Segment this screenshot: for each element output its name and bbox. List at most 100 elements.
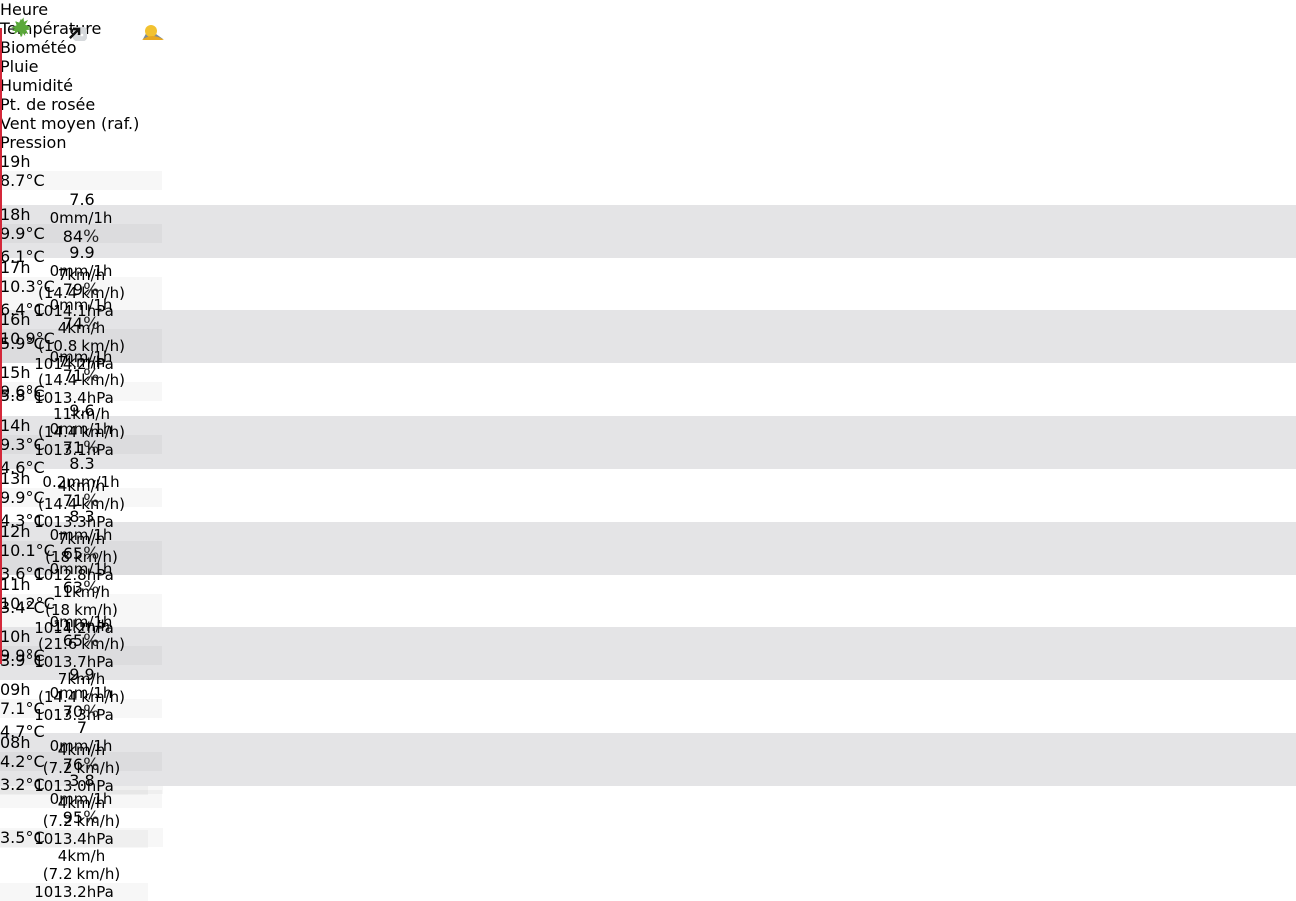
cell: 9.9°C — [0, 224, 162, 243]
wind-gust: (14.4 km/h) — [0, 371, 163, 389]
unit: % — [83, 577, 100, 598]
value: 0 — [49, 261, 60, 280]
value: 8.7 — [0, 171, 26, 190]
paren: ( — [38, 284, 44, 302]
value: 18 — [51, 548, 71, 567]
paren: ) — [114, 812, 121, 831]
wind-speed: 4km/h — [0, 847, 163, 865]
hour: 12h — [0, 521, 31, 541]
paren: ) — [119, 423, 125, 442]
cell: 7.6 — [0, 190, 164, 209]
unit: % — [83, 227, 100, 247]
unit: mm/1h — [59, 612, 113, 631]
rain: 0mm/1h — [0, 526, 162, 544]
value: 10.3 — [0, 276, 36, 296]
unit: % — [83, 491, 100, 512]
cell: 15h — [0, 363, 172, 382]
unit: °C — [35, 593, 55, 613]
unit: mm/1h — [59, 209, 113, 227]
pressure: 1012.8hPa — [0, 566, 148, 584]
dew-point: 3.6°C — [0, 564, 163, 583]
wind-gust: (14.4 km/h) — [0, 284, 163, 302]
humidity: 71% — [0, 438, 162, 458]
value: 4.2 — [0, 752, 26, 772]
table-row: 19h 8.7°C 7.6 0mm/1h 84% 6.1°C 7km/h (14.4 km/h)… — [0, 19, 1296, 320]
biometeo: 9.6 — [69, 401, 95, 421]
cell: 1014.2hPa — [0, 27, 148, 637]
cell: 10.3°C — [0, 277, 162, 296]
table-row: 14h 9.3°C 8.3 0.2mm/1h 71% 4.3°C 7km/h (18 km/h)… — [0, 19, 1296, 584]
rain: 0mm/1h — [0, 560, 162, 578]
unit: °C — [25, 828, 45, 848]
unit: km/h — [72, 582, 110, 601]
unit: mm/1h — [59, 261, 113, 280]
cell: 9.3°C — [0, 435, 162, 454]
unit: °C — [25, 752, 45, 772]
cell: 4km/h (7.2 km/h) — [0, 20, 163, 883]
value: 4.6 — [0, 458, 26, 478]
table-row: 15h 9.6°C 9.6 0mm/1h 71% 4.6°C 4km/h (14.4 km/h)… — [0, 21, 1296, 531]
humidity: 95% — [0, 808, 162, 828]
value: 5.8 — [0, 386, 26, 406]
value: 65 — [62, 630, 84, 650]
paren: ( — [45, 600, 52, 619]
rain: 0mm/1h — [0, 209, 162, 227]
unit: °C — [25, 299, 45, 319]
cell: 0mm/1h — [0, 262, 162, 280]
cell: 0mm/1h — [0, 613, 162, 631]
column-header: Heure — [0, 0, 49, 19]
column-header: Pression — [0, 133, 67, 152]
unit: km/h — [67, 352, 106, 371]
unit: °C — [25, 646, 45, 666]
dew-point: 6.4°C — [0, 300, 163, 319]
value: 9.9 — [0, 487, 26, 507]
cell: 17h — [0, 258, 172, 277]
value: 14.4 — [43, 495, 78, 514]
cell: 79% — [0, 280, 162, 300]
cell: 9.9°C — [0, 488, 162, 507]
temperature: 9.3°C — [0, 435, 162, 454]
cell: 7km/h (14.4 km/h) — [0, 19, 163, 302]
cell: 65% — [0, 631, 162, 651]
value: 4 — [57, 847, 68, 866]
cell: 16h — [0, 310, 172, 329]
unit: hPa — [86, 883, 114, 901]
value: 65 — [62, 543, 84, 563]
cell: 71% — [0, 366, 162, 386]
pressure: 1013.1hPa — [0, 441, 148, 459]
value: 3.4 — [0, 597, 26, 617]
unit: mm/1h — [59, 348, 113, 367]
paren: ) — [111, 600, 118, 619]
cell: 0mm/1h — [0, 560, 162, 578]
value: 71 — [62, 491, 84, 511]
value: 0 — [49, 420, 60, 439]
cell: 5.8°C — [0, 386, 163, 405]
value: 9.3 — [0, 435, 26, 455]
value: 0 — [49, 737, 60, 756]
value: 14.4 — [43, 284, 78, 302]
unit: hPa — [86, 513, 114, 532]
unit: °C — [25, 223, 45, 243]
cell: 0mm/1h — [0, 420, 162, 438]
cell: 1013.2hPa — [0, 27, 148, 901]
weather-icon — [142, 25, 164, 40]
cell: 19h — [0, 25, 172, 171]
value: 10.2 — [0, 593, 36, 613]
biometeo: 7.6 — [69, 190, 95, 209]
table-row: 08h 4.2°C 3.8 0mm/1h 95% 3.5°C 4km/h (7.2 km/h) 1… — [0, 20, 1296, 901]
cell: 71% — [0, 438, 162, 458]
unit: % — [83, 543, 100, 564]
value: 0 — [49, 684, 60, 703]
unit: hPa — [86, 830, 114, 849]
value: 71 — [62, 366, 84, 386]
value: 4.3 — [0, 511, 26, 531]
cell: 9.6°C — [0, 382, 162, 401]
cell: 11km/h (18 km/h) — [0, 20, 163, 619]
unit: km/h — [81, 336, 120, 355]
unit: hPa — [86, 354, 114, 373]
cell: 4.6°C — [0, 458, 163, 477]
pressure: 1014.1hPa — [0, 302, 148, 320]
value: 14.4 — [43, 423, 78, 442]
cell: 13h — [0, 469, 172, 488]
unit: mm/1h — [59, 559, 113, 578]
